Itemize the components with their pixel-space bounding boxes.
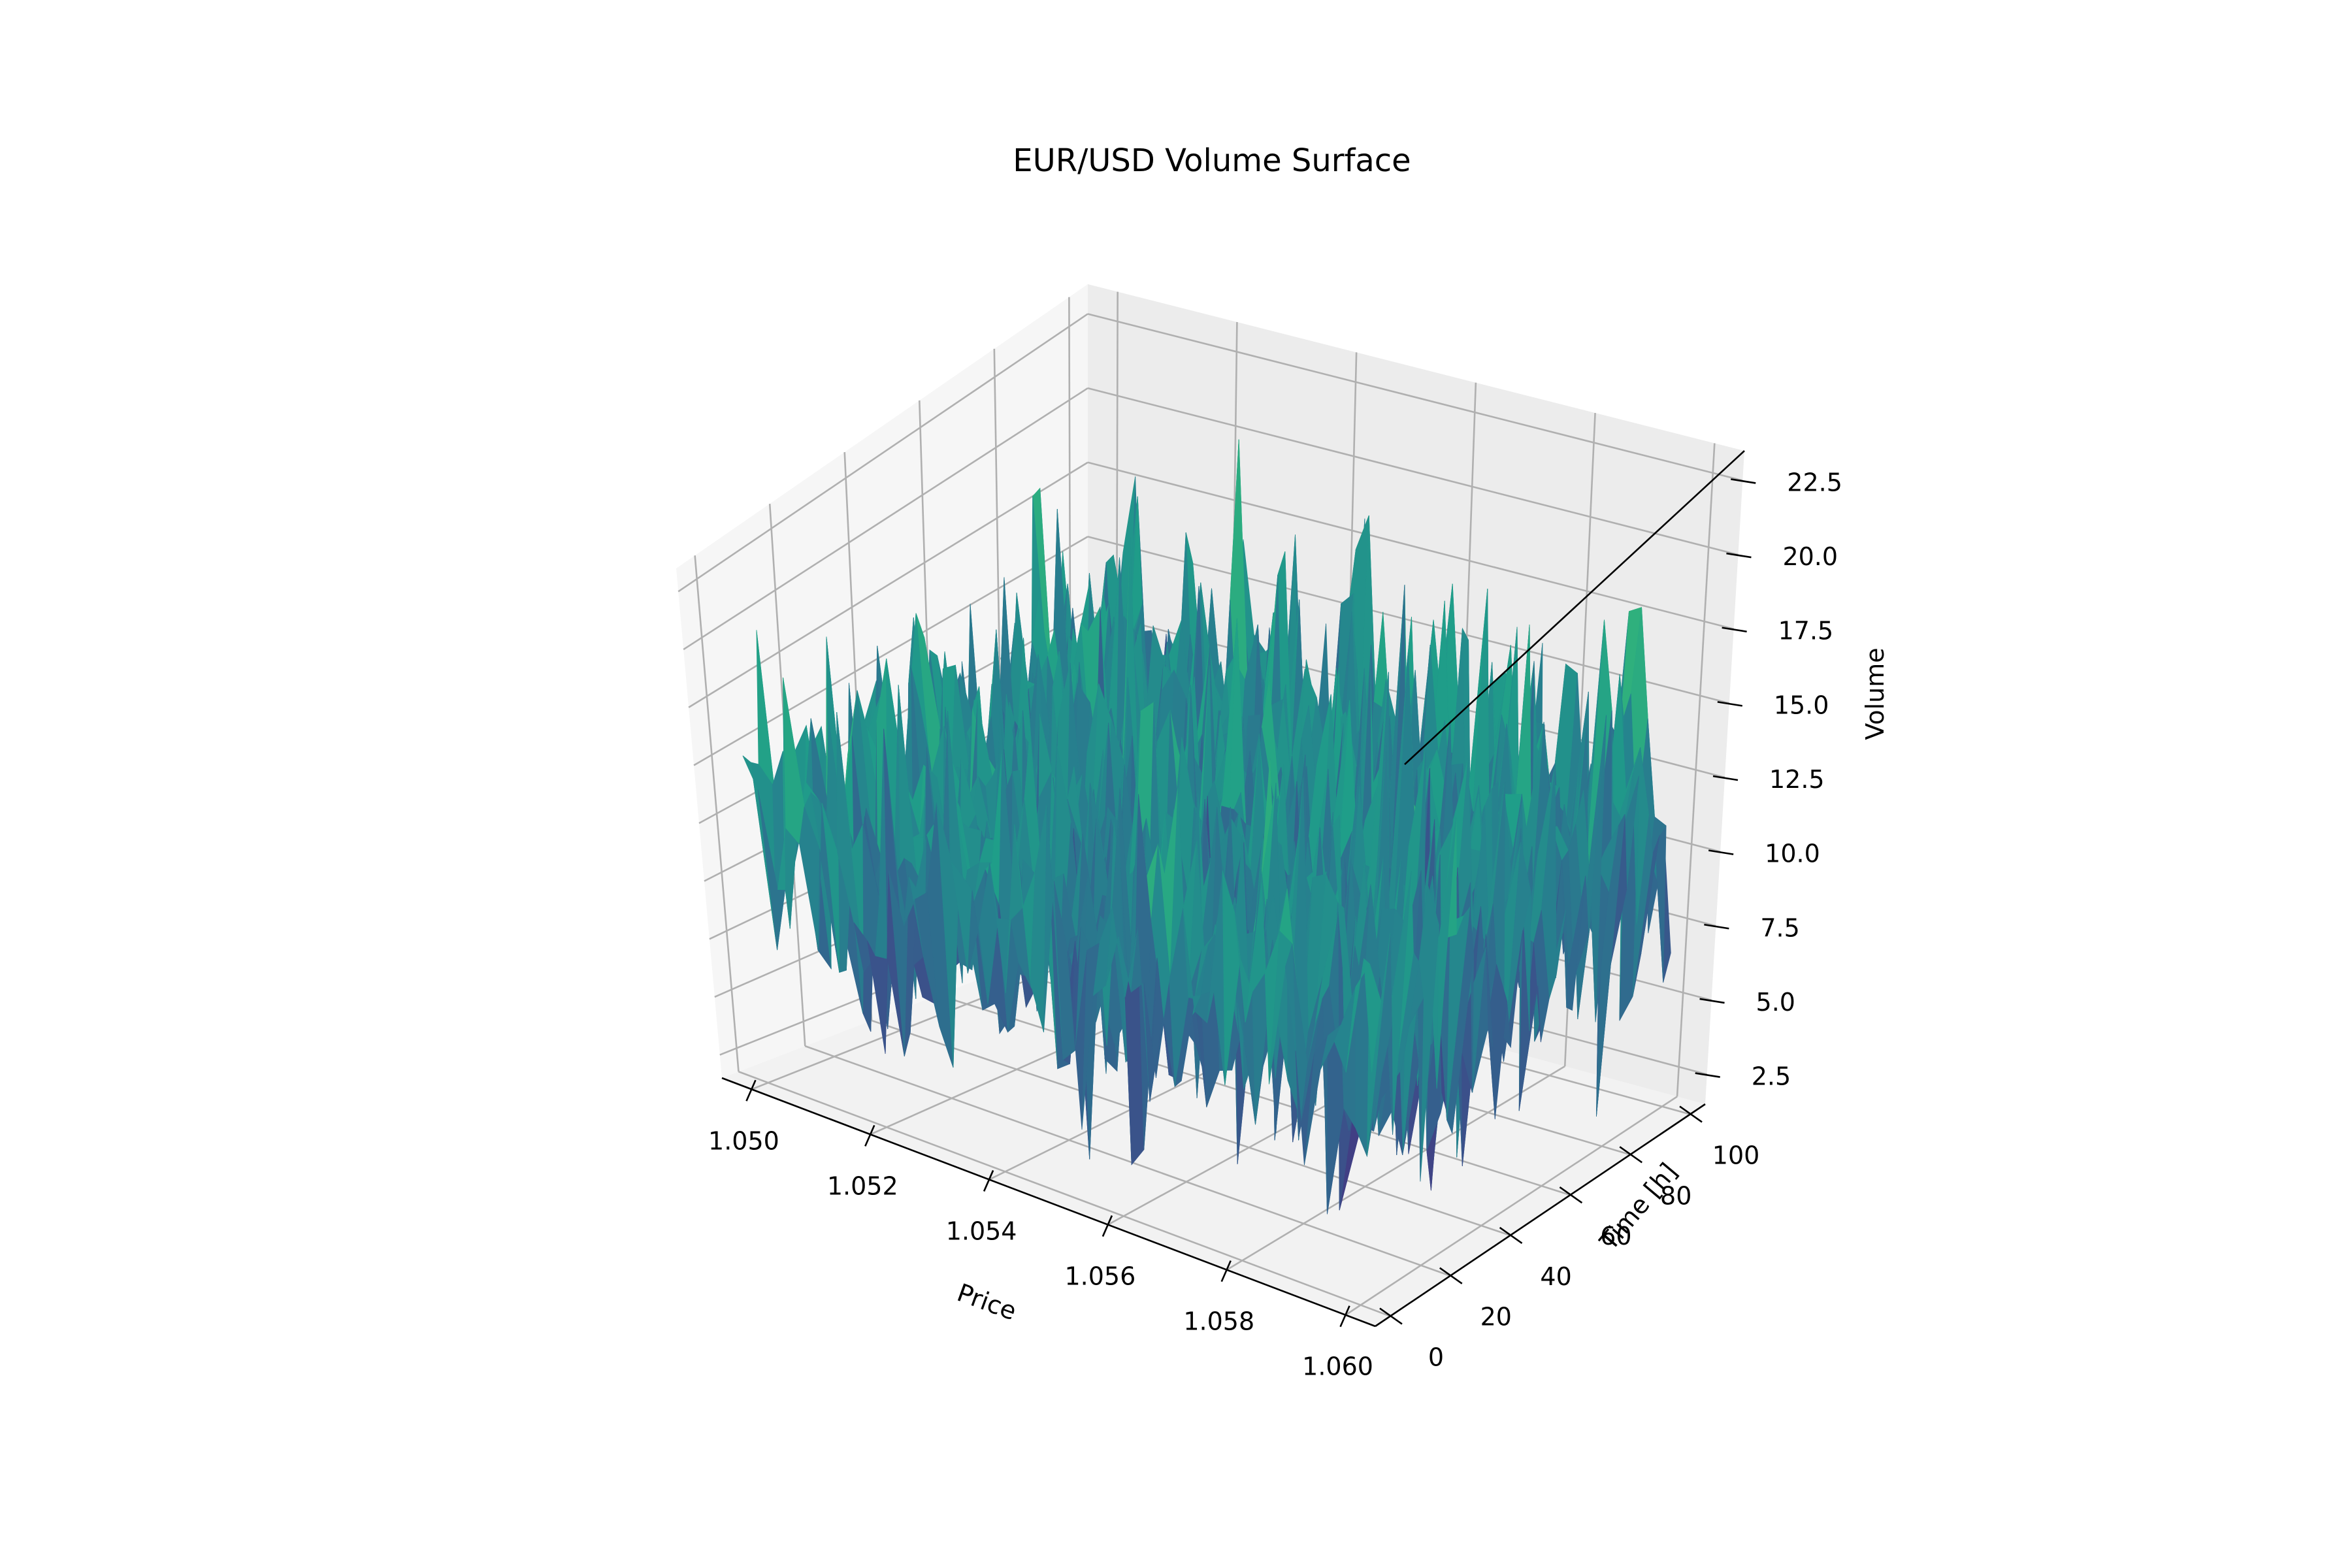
y-tick-label: 0 bbox=[1428, 1343, 1444, 1372]
surface bbox=[742, 439, 1671, 1215]
y-tick-label: 20 bbox=[1480, 1303, 1512, 1331]
z-tick-label: 5.0 bbox=[1756, 988, 1795, 1017]
x-axis-label: Price bbox=[953, 1278, 1020, 1326]
z-tick-mark bbox=[1699, 998, 1725, 1004]
z-grid-left bbox=[678, 313, 1088, 593]
z-tick-label: 22.5 bbox=[1787, 468, 1842, 497]
z-tick-mark bbox=[1695, 1072, 1720, 1078]
y-tick-mark bbox=[1619, 1146, 1642, 1164]
z-tick-label: 20.0 bbox=[1782, 542, 1838, 571]
y-tick-mark bbox=[1679, 1105, 1703, 1123]
x-tick-label: 1.060 bbox=[1302, 1352, 1373, 1381]
y-grid-floor bbox=[804, 1045, 1451, 1277]
y-tick-mark bbox=[1379, 1307, 1403, 1325]
z-tick-label: 7.5 bbox=[1760, 913, 1799, 942]
x-tick-mark bbox=[1102, 1215, 1113, 1237]
z-tick-mark bbox=[1712, 775, 1739, 781]
z-tick-mark bbox=[1717, 701, 1743, 707]
x-tick-label: 1.052 bbox=[827, 1171, 898, 1200]
x-tick-mark bbox=[745, 1079, 757, 1102]
x-tick-mark bbox=[1339, 1305, 1350, 1328]
z-tick-label: 15.0 bbox=[1774, 691, 1829, 719]
x-tick-label: 1.056 bbox=[1065, 1262, 1136, 1291]
z-tick-label: 17.5 bbox=[1778, 617, 1834, 645]
z-grid-back bbox=[1087, 313, 1743, 482]
y-tick-mark bbox=[1499, 1226, 1523, 1244]
y-tick-label: 60 bbox=[1600, 1222, 1631, 1250]
x-axis-line bbox=[721, 1077, 1376, 1328]
z-grid-left bbox=[688, 461, 1088, 708]
y-tick-label: 80 bbox=[1660, 1181, 1691, 1210]
y-tick-label: 40 bbox=[1540, 1262, 1571, 1291]
tick-labels: 1.050 1.052 1.054 1.056 1.058 1.060 0 20 40 60 80 1… bbox=[708, 468, 1842, 1380]
y-tick-mark bbox=[1439, 1267, 1463, 1284]
y-grid-floor bbox=[871, 1019, 1511, 1237]
y-tick-mark bbox=[1559, 1186, 1583, 1204]
x-tick-label: 1.058 bbox=[1183, 1307, 1254, 1336]
z-axis-label: Volume bbox=[1861, 647, 1889, 740]
y-tick-label: 100 bbox=[1712, 1141, 1760, 1169]
floor-pane bbox=[722, 938, 1705, 1326]
z-tick-label: 12.5 bbox=[1769, 765, 1825, 794]
z-tick-mark bbox=[1722, 627, 1747, 633]
y-axis-line bbox=[1375, 1103, 1706, 1328]
z-grid-back bbox=[1087, 536, 1730, 704]
z-grid-back bbox=[1087, 461, 1734, 630]
x-tick-label: 1.050 bbox=[708, 1126, 779, 1155]
x-tick-mark bbox=[983, 1169, 994, 1192]
z-grid-left bbox=[683, 387, 1088, 651]
x-tick-label: 1.054 bbox=[946, 1217, 1017, 1245]
z-grid-back bbox=[1087, 387, 1739, 556]
z-tick-mark bbox=[1726, 552, 1752, 559]
z-axis-line bbox=[1404, 450, 1745, 765]
surface-patch bbox=[1364, 958, 1382, 1073]
chart-title: EUR/USD Volume Surface bbox=[1013, 142, 1411, 179]
z-tick-mark bbox=[1731, 478, 1756, 484]
z-tick-label: 2.5 bbox=[1752, 1062, 1791, 1091]
z-tick-label: 10.0 bbox=[1765, 840, 1820, 868]
x-grid-floor bbox=[1345, 1096, 1678, 1316]
x-grid-floor bbox=[1226, 1065, 1565, 1271]
x-tick-mark bbox=[864, 1124, 875, 1147]
z-tick-mark bbox=[1704, 923, 1729, 930]
x-tick-mark bbox=[1220, 1260, 1232, 1282]
z-tick-mark bbox=[1708, 849, 1734, 855]
axis-lines bbox=[721, 450, 1756, 1328]
y-grid-floor bbox=[738, 1071, 1391, 1317]
